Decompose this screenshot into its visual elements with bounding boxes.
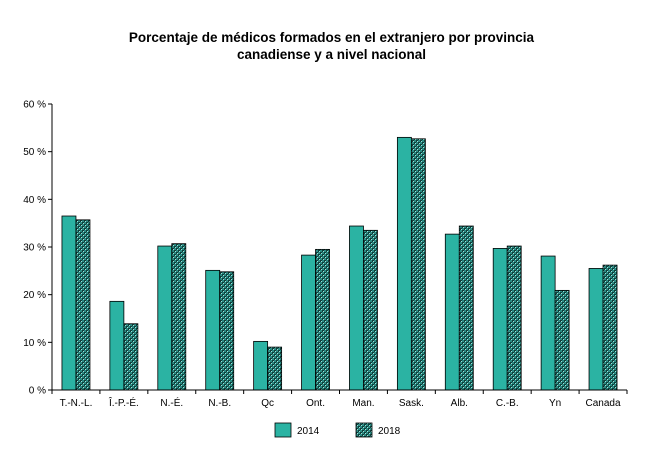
chart-title-line-2: canadiense y a nivel nacional xyxy=(236,47,427,62)
legend-label: 2018 xyxy=(378,426,401,437)
bar-2014 xyxy=(61,215,77,391)
x-tick-label: Yn xyxy=(549,398,561,409)
bar-2018 xyxy=(363,229,378,391)
x-tick-label: N.-É. xyxy=(160,396,183,409)
y-tick-label: 40 % xyxy=(23,195,46,206)
bar-2018 xyxy=(315,248,330,391)
bar-2018 xyxy=(75,219,91,391)
bar-2018 xyxy=(171,243,187,391)
bar-2014 xyxy=(157,245,173,391)
y-tick-label: 0 % xyxy=(29,386,46,397)
bar-2018 xyxy=(267,346,283,391)
bar-2014 xyxy=(588,268,604,391)
x-tick-label: N.-B. xyxy=(208,398,231,409)
legend: 2014 2018 xyxy=(274,422,401,438)
y-tick-label: 30 % xyxy=(23,243,46,254)
bar-2018 xyxy=(219,271,235,391)
bar-2018 xyxy=(506,245,522,391)
x-tick-label: Î.-P.-É. xyxy=(108,396,139,409)
bar-2018 xyxy=(554,289,570,391)
x-tick-label: C.-B. xyxy=(496,398,519,409)
chart-title: Porcentaje de médicos formados en el ext… xyxy=(0,29,663,63)
x-tick-label: Ont. xyxy=(306,398,325,409)
y-tick-label: 60 % xyxy=(23,100,46,111)
x-tick-label: Sask. xyxy=(399,398,424,409)
legend-swatch-2014 xyxy=(274,422,292,438)
bar-2018 xyxy=(123,323,139,391)
x-tick-label: Qc xyxy=(261,398,274,409)
legend-label: 2014 xyxy=(297,426,320,437)
x-tick-label: Alb. xyxy=(451,398,468,409)
bar-2018 xyxy=(410,138,426,391)
bar-2014 xyxy=(301,254,316,391)
y-tick-label: 50 % xyxy=(23,147,46,158)
chart-title-line-1: Porcentaje de médicos formados en el ext… xyxy=(128,30,535,45)
bar-2018 xyxy=(458,225,474,391)
x-tick-label: Canada xyxy=(586,398,621,409)
bar-2014 xyxy=(396,136,412,391)
bar-2014 xyxy=(444,233,460,391)
y-axis: 0 % 10 % 20 % 30 % 40 % 50 % 60 % xyxy=(23,100,53,397)
bar-2014 xyxy=(492,248,508,391)
y-tick-label: 20 % xyxy=(23,290,46,301)
x-tick-label: Man. xyxy=(352,398,374,409)
x-axis: T.-N.-L. Î.-P.-É. N.-É. N.-B. Qc Ont. Man. Sask… xyxy=(51,389,628,409)
legend-swatch-2018 xyxy=(355,422,373,438)
bars xyxy=(61,136,618,391)
bar-2018 xyxy=(602,264,618,391)
bar-2014 xyxy=(349,225,364,391)
bar-2014 xyxy=(205,269,221,391)
bar-2014 xyxy=(109,300,125,391)
y-tick-label: 10 % xyxy=(23,338,46,349)
bar-2014 xyxy=(540,255,556,391)
bar-2014 xyxy=(253,340,269,391)
x-tick-label: T.-N.-L. xyxy=(60,398,93,409)
